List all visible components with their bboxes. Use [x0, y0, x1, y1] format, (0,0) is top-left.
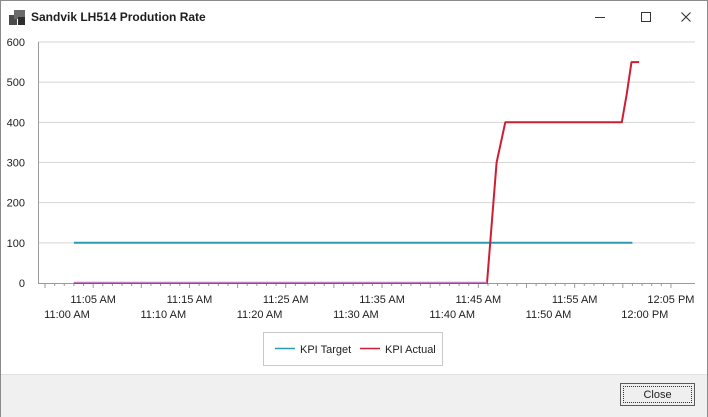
x-tick-label: 11:30 AM: [333, 309, 379, 321]
x-tick-label: 11:45 AM: [456, 294, 502, 306]
x-tick-label: 12:00 PM: [621, 309, 668, 321]
x-tick-label: 11:35 AM: [359, 294, 405, 306]
minimize-icon: [595, 16, 605, 18]
x-tick-label: 12:05 PM: [647, 294, 694, 306]
dialog-footer: Close: [1, 374, 707, 417]
grid-lines: [38, 41, 695, 244]
kpi-actual-line: [73, 61, 640, 284]
y-tick-label: 200: [7, 198, 25, 210]
axes: 0 100 200 300 400 500 600 11:05 AM 11:15 AM 11:25…: [7, 37, 695, 321]
x-tick-label: 11:20 AM: [237, 309, 283, 321]
minimize-button[interactable]: [577, 1, 623, 32]
chart-panel: 0 100 200 300 400 500 600 11:05 AM 11:15 AM 11:25…: [1, 32, 707, 374]
x-tick-label: 11:10 AM: [140, 309, 186, 321]
y-tick-label: 100: [7, 238, 25, 250]
x-tick-label: 11:55 AM: [552, 294, 598, 306]
window-title: Sandvik LH514 Prodution Rate: [31, 10, 206, 24]
legend: KPI Target KPI Actual: [263, 332, 443, 366]
y-tick-label: 300: [7, 158, 25, 170]
legend-label: KPI Target: [300, 344, 351, 356]
x-tick-label: 11:15 AM: [167, 294, 213, 306]
series-lines: [73, 61, 640, 284]
x-tick-label: 11:50 AM: [526, 309, 572, 321]
y-tick-label: 600: [7, 37, 25, 49]
close-button[interactable]: Close: [620, 383, 695, 406]
close-window-button[interactable]: [663, 1, 708, 32]
maximize-button[interactable]: [623, 1, 669, 32]
y-tick-label: 400: [7, 117, 25, 129]
x-tick-label: 11:25 AM: [263, 294, 309, 306]
x-tick-label: 11:00 AM: [44, 309, 90, 321]
x-tick-label: 11:05 AM: [70, 294, 116, 306]
maximize-icon: [641, 11, 651, 22]
legend-label: KPI Actual: [385, 344, 436, 356]
y-tick-label: 500: [7, 77, 25, 89]
title-bar[interactable]: Sandvik LH514 Prodution Rate: [1, 1, 707, 32]
y-tick-label: 0: [19, 278, 25, 290]
close-icon: [681, 11, 691, 22]
x-tick-label: 11:40 AM: [429, 309, 475, 321]
app-window-icon: [9, 10, 25, 25]
production-rate-chart: 0 100 200 300 400 500 600 11:05 AM 11:15 AM 11:25…: [7, 37, 695, 366]
